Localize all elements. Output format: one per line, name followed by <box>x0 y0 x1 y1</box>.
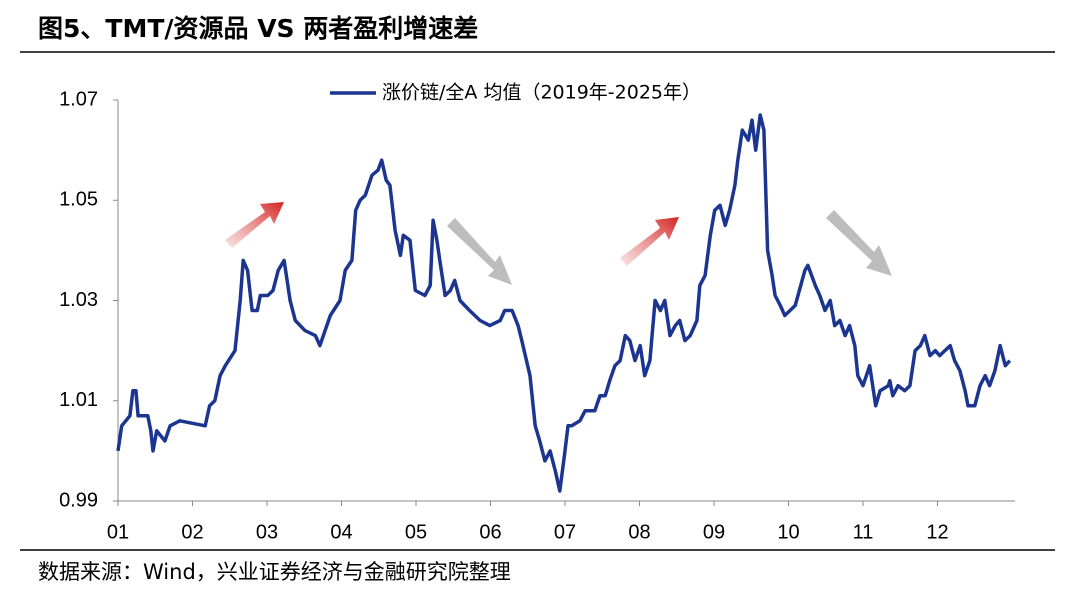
x-tick-label: 05 <box>405 521 427 543</box>
trend-arrows <box>225 202 892 285</box>
x-tick-label: 10 <box>777 521 799 543</box>
legend-label: 涨价链/全A 均值（2019年-2025年） <box>382 82 701 104</box>
x-tick-label: 11 <box>853 521 874 543</box>
x-tick-label: 03 <box>256 521 278 543</box>
y-tick-label: 1.05 <box>59 189 98 211</box>
up-arrow <box>225 202 284 248</box>
data-line <box>116 113 1012 493</box>
up-arrow <box>620 217 679 266</box>
down-arrow <box>447 218 512 285</box>
x-tick-label: 07 <box>554 521 576 543</box>
x-tick-label: 01 <box>107 521 129 543</box>
y-tick-label: 0.99 <box>59 489 98 511</box>
source-note: 数据来源：Wind，兴业证券经济与金融研究院整理 <box>38 560 511 584</box>
y-tick-label: 1.07 <box>59 88 98 110</box>
x-tick-label: 09 <box>703 521 725 543</box>
y-tick-label: 1.01 <box>59 389 98 411</box>
down-arrow <box>826 210 892 276</box>
x-tick-label: 08 <box>628 521 650 543</box>
x-tick-label: 04 <box>330 521 352 543</box>
x-tick-label: 12 <box>926 521 948 543</box>
x-tick-label: 06 <box>479 521 501 543</box>
chart-title: 图5、TMT/资源品 VS 两者盈利增速差 <box>38 14 478 43</box>
y-tick-label: 1.03 <box>59 289 98 311</box>
x-tick-label: 02 <box>181 521 203 543</box>
